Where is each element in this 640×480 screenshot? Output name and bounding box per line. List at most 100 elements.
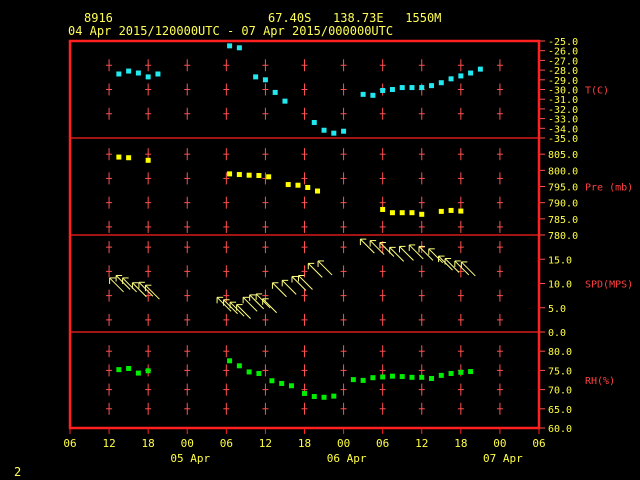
axis-tick-label: -34.0	[548, 124, 578, 135]
data-point	[409, 210, 415, 216]
data-point	[227, 358, 233, 364]
x-axis-tick-label: 18	[454, 437, 467, 450]
station-location: 67.40S 138.73E 1550M	[268, 11, 442, 25]
data-point	[269, 378, 275, 384]
axis-tick-label: -35.0	[548, 134, 578, 145]
wind-arrow-part	[262, 298, 278, 314]
axis-tick-label: 795.0	[548, 183, 578, 194]
wind-arrow-part	[454, 260, 470, 276]
wind-arrow-part	[399, 246, 414, 261]
data-point	[389, 87, 395, 92]
wind-arrow-part	[298, 275, 313, 290]
wind-arrow	[454, 260, 470, 276]
data-point	[477, 66, 483, 72]
wind-arrow-part	[249, 294, 264, 310]
data-point	[145, 74, 151, 80]
x-axis-tick-label: 18	[142, 437, 155, 450]
wind-arrow-part	[145, 284, 160, 300]
x-axis-date-label: 07 Apr	[483, 452, 523, 465]
page-number: 2	[14, 465, 22, 479]
wind-arrow	[109, 277, 124, 293]
data-point	[438, 80, 444, 86]
wind-arrow-part	[122, 277, 137, 293]
wind-arrow	[291, 275, 307, 291]
x-axis-tick-label: 00	[337, 437, 350, 450]
wind-arrow	[131, 282, 147, 298]
wind-arrow-part	[369, 240, 385, 255]
data-point	[468, 369, 474, 375]
data-point	[468, 70, 474, 76]
axis-tick-label: -33.0	[548, 115, 578, 126]
data-point	[246, 369, 252, 375]
x-axis-tick-label: 00	[181, 437, 194, 450]
wind-arrow	[379, 242, 395, 257]
wind-arrow	[249, 294, 264, 310]
data-point	[429, 83, 435, 89]
x-axis-tick-label: 06	[63, 437, 76, 450]
panel-label: RH(%)	[585, 376, 615, 387]
data-point	[295, 182, 301, 188]
wind-arrow-part	[460, 261, 476, 277]
axis-tick-label: 780.0	[548, 231, 578, 242]
data-point	[116, 367, 122, 373]
wind-arrow	[262, 298, 278, 314]
x-axis-tick-label: 06	[532, 437, 545, 450]
wind-arrow	[418, 245, 434, 261]
wind-arrow-part	[389, 247, 405, 262]
data-point	[256, 370, 262, 376]
data-point	[331, 393, 337, 399]
data-point	[399, 374, 405, 380]
x-axis-tick-label: 18	[298, 437, 311, 450]
data-point	[282, 98, 288, 104]
time-period: 04 Apr 2015/120000UTC - 07 Apr 2015/0000…	[68, 24, 394, 38]
data-point	[380, 87, 386, 93]
data-point	[311, 119, 317, 125]
wind-arrow-part	[317, 260, 333, 276]
data-point	[458, 208, 464, 214]
data-point	[272, 89, 278, 95]
axis-tick-label: -26.0	[548, 47, 578, 58]
data-point	[380, 206, 386, 212]
data-point	[438, 372, 444, 378]
x-axis-tick-label: 06	[376, 437, 389, 450]
axis-tick-label: 10.0	[548, 280, 572, 291]
panel-label: T(C)	[585, 86, 609, 97]
wind-arrow-part	[444, 258, 460, 273]
data-point	[321, 394, 327, 400]
wind-arrow-part	[272, 282, 287, 298]
axis-tick-label: 790.0	[548, 199, 578, 210]
data-point	[126, 365, 132, 371]
axis-tick-label: 800.0	[548, 166, 578, 177]
data-point	[389, 373, 395, 379]
data-point	[448, 207, 454, 213]
station-id: 8916	[84, 11, 113, 25]
wind-arrow	[122, 277, 137, 293]
axis-tick-label: 75.0	[548, 366, 572, 377]
data-point	[438, 208, 444, 214]
panel-label: Pre (mb)	[585, 183, 633, 194]
wind-arrow	[398, 245, 414, 261]
data-point	[448, 76, 454, 82]
data-point	[448, 370, 454, 376]
x-axis-tick-label: 12	[415, 437, 428, 450]
data-point	[236, 363, 242, 369]
data-point	[246, 172, 252, 178]
axis-tick-label: -32.0	[548, 105, 578, 116]
data-point	[285, 182, 291, 188]
panel-label: SPD(MPS)	[585, 280, 633, 291]
axis-tick-label: 5.0	[548, 304, 566, 315]
axis-tick-label: 805.0	[548, 150, 578, 161]
data-point	[341, 128, 347, 134]
data-point	[302, 390, 307, 396]
wind-arrow	[236, 304, 251, 319]
data-point	[315, 188, 321, 194]
data-point	[409, 85, 415, 91]
axis-tick-label: -30.0	[548, 86, 578, 97]
data-point	[419, 211, 425, 217]
data-point	[360, 377, 366, 383]
x-axis-tick-label: 12	[102, 437, 115, 450]
axis-tick-label: 70.0	[548, 386, 572, 397]
x-axis-tick-label: 06	[220, 437, 233, 450]
